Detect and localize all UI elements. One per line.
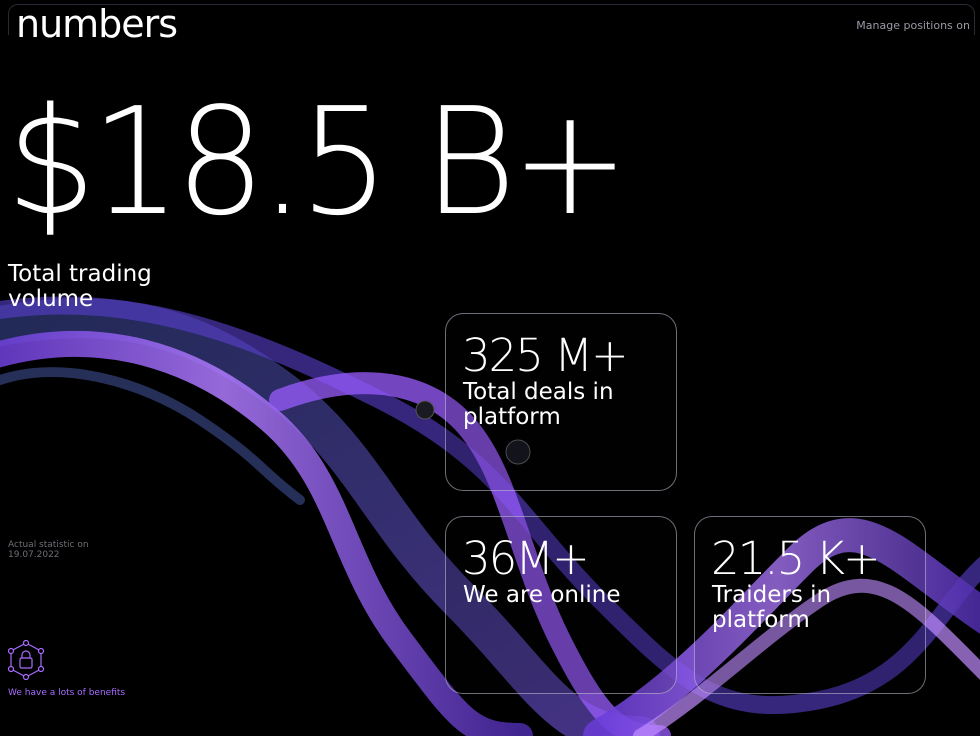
stat-card-online: 36M+ We are online [445, 516, 677, 694]
benefits-link[interactable]: We have a lots of benefits [8, 688, 126, 698]
stat-label: We are online [463, 582, 621, 608]
manage-positions-link[interactable]: Manage positions on [856, 19, 970, 32]
stat-card-deals: 325 M+ Total deals in platform [445, 313, 677, 491]
lock-network-icon[interactable] [6, 640, 46, 680]
total-volume-label: Total trading volume [8, 261, 152, 312]
stat-value: 21.5 K+ [711, 532, 881, 585]
stat-label: Total deals in platform [463, 379, 614, 430]
stat-value: 36M+ [462, 532, 590, 585]
total-volume-value: $18.5 B+ [6, 76, 630, 248]
stat-card-traders: 21.5 K+ Traiders in platform [694, 516, 926, 694]
statistic-date-note: Actual statistic on 19.07.2022 [8, 540, 89, 560]
stat-value: 325 M+ [462, 329, 629, 382]
stat-label: Traiders in platform [712, 582, 832, 633]
header-frame [8, 4, 975, 35]
page-title: numbers [16, 2, 178, 46]
